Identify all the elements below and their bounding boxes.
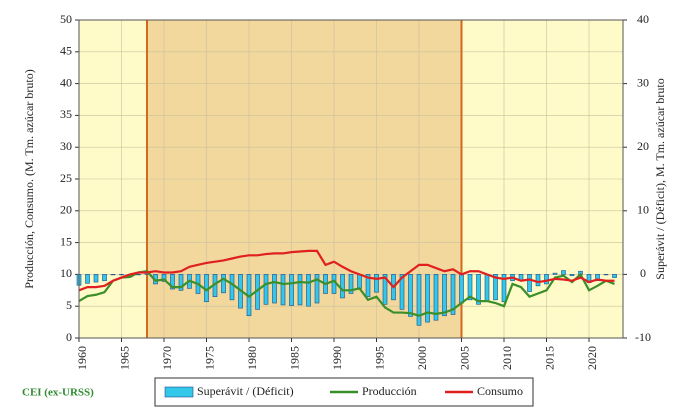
y-tick-label: 25 <box>60 171 72 185</box>
x-tick-label: 1960 <box>75 346 89 370</box>
bar <box>569 274 575 276</box>
y2-tick-label: 40 <box>637 12 649 26</box>
y-tick-label: 5 <box>66 298 72 312</box>
line <box>78 249 615 292</box>
legend-label: Producción <box>362 384 417 398</box>
x-tick-label: 1970 <box>160 346 174 370</box>
bar <box>561 270 566 275</box>
bar <box>442 274 447 317</box>
legend-swatch <box>164 386 194 398</box>
bar <box>272 274 277 304</box>
y-tick-label: 30 <box>60 139 72 153</box>
bar <box>467 274 473 301</box>
x-tick-label: 1980 <box>245 346 259 370</box>
bar <box>595 274 600 282</box>
bar <box>161 274 167 282</box>
bar <box>365 274 371 297</box>
y-tick-label: 40 <box>60 75 72 89</box>
bar <box>178 274 184 291</box>
legend-label: Consumo <box>477 384 523 398</box>
x-tick-label: 1995 <box>372 346 386 370</box>
bar <box>297 274 303 306</box>
bar <box>221 274 226 294</box>
x-tick-label: 1975 <box>202 346 216 370</box>
bar <box>102 274 107 282</box>
bar <box>544 274 549 285</box>
x-tick-label: 1990 <box>330 346 344 370</box>
bar <box>501 274 507 303</box>
bar <box>263 274 269 305</box>
bar <box>484 274 490 302</box>
bar <box>110 274 116 276</box>
bar <box>93 274 99 283</box>
x-tick-label: 2010 <box>500 346 514 370</box>
bar <box>408 274 413 317</box>
bar <box>399 274 405 310</box>
bar <box>306 274 311 307</box>
y-tick-label: 50 <box>60 12 72 26</box>
bar <box>340 274 345 299</box>
x-tick-label: 2015 <box>542 346 556 370</box>
y-tick-label: 0 <box>66 330 72 344</box>
y-tick-label: 45 <box>60 44 72 58</box>
bar <box>603 274 609 276</box>
line <box>78 270 615 317</box>
bar <box>612 274 617 278</box>
x-tick-label: 2005 <box>457 346 471 370</box>
bar <box>527 274 532 292</box>
bar <box>280 274 286 306</box>
bar <box>136 274 141 276</box>
x-tick-label: 1965 <box>117 346 131 370</box>
x-tick-label: 2020 <box>585 346 599 370</box>
y2-tick-label: 30 <box>637 75 649 89</box>
bar <box>374 274 379 293</box>
y-tick-label: 10 <box>60 266 72 280</box>
y2-tick-label: 20 <box>637 139 649 153</box>
bar <box>425 274 430 323</box>
y2-tick-label: 0 <box>640 266 646 280</box>
bar <box>357 274 362 289</box>
bar <box>348 274 354 294</box>
bar <box>382 274 388 305</box>
bar <box>433 274 439 321</box>
bar <box>450 274 456 315</box>
bar <box>493 274 498 301</box>
y2-axis-label: Superávit / (Déficit), M. Tm. azúcar bru… <box>653 78 667 279</box>
x-tick-label: 1985 <box>287 346 301 370</box>
bar <box>229 274 235 301</box>
bar <box>552 272 558 275</box>
y-axis-label: Producción, Consumo. (M. Tm. azúcar brut… <box>22 69 36 288</box>
y2-tick-label: -10 <box>635 330 651 344</box>
note: CEI (ex-URSS) <box>22 387 94 399</box>
bar <box>119 274 124 276</box>
bar <box>535 274 541 287</box>
bar <box>289 274 294 306</box>
legend-label: Superávit / (Déficit) <box>197 384 294 398</box>
bar <box>170 274 175 290</box>
bar <box>459 274 464 304</box>
y2-tick-label: 10 <box>637 203 649 217</box>
bar <box>476 274 481 305</box>
plot-border <box>78 19 624 339</box>
y-tick-label: 20 <box>60 203 72 217</box>
x-tick-label: 2000 <box>415 346 429 370</box>
bar <box>314 274 320 304</box>
bar <box>416 274 422 326</box>
bar <box>85 274 90 284</box>
y-tick-label: 35 <box>60 107 72 121</box>
y-tick-label: 15 <box>60 234 72 248</box>
